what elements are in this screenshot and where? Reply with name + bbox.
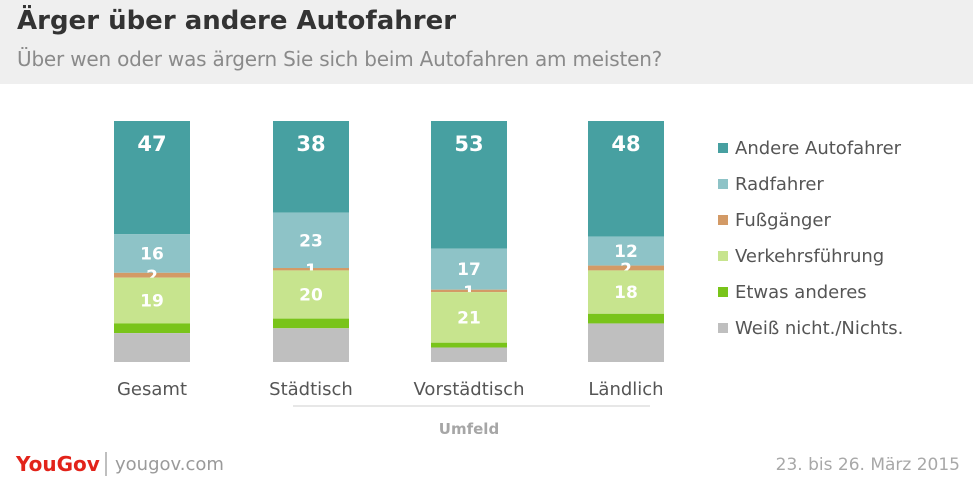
legend-swatch: [718, 215, 728, 225]
legend-swatch: [718, 179, 728, 189]
bar-ländlich-3: [588, 270, 664, 314]
bar-gesamt-4: [114, 323, 190, 334]
bar-vorstädtisch-5: [431, 347, 507, 362]
category-label: Städtisch: [269, 379, 353, 400]
bar-gesamt-3: [114, 277, 190, 324]
footer-separator: [105, 452, 107, 476]
legend-swatch: [718, 251, 728, 261]
data-label: 23: [299, 231, 323, 251]
chart-subtitle: Über wen oder was ärgern Sie sich beim A…: [17, 47, 663, 71]
bar-städtisch-3: [273, 270, 349, 319]
data-label: 47: [137, 132, 166, 156]
legend-swatch: [718, 323, 728, 333]
data-label: 20: [299, 286, 323, 306]
bar-städtisch-2: [273, 268, 349, 271]
category-label: Ländlich: [588, 379, 663, 400]
legend-label: Andere Autofahrer: [735, 138, 902, 159]
bar-städtisch-5: [273, 328, 349, 362]
data-label: 18: [614, 283, 638, 303]
bar-gesamt-2: [114, 272, 190, 278]
bar-ländlich-1: [588, 236, 664, 266]
legend-label: Etwas anderes: [735, 282, 867, 303]
bar-ländlich-2: [588, 265, 664, 271]
x-axis-label: Umfeld: [439, 420, 499, 438]
bar-vorstädtisch-0: [431, 121, 507, 249]
bar-vorstädtisch-4: [431, 342, 507, 348]
legend-label: Fußgänger: [735, 210, 831, 231]
category-label: Gesamt: [117, 379, 187, 400]
bar-vorstädtisch-1: [431, 248, 507, 290]
data-label: 21: [457, 308, 481, 328]
bar-ländlich-0: [588, 121, 664, 237]
footer-website-link[interactable]: yougov.com: [115, 454, 224, 475]
data-label: 16: [140, 245, 164, 265]
bar-ländlich-4: [588, 313, 664, 324]
data-label: 38: [296, 132, 325, 156]
bar-ländlich-5: [588, 323, 664, 362]
bar-vorstädtisch-2: [431, 289, 507, 293]
data-label: 53: [454, 132, 483, 156]
data-label: 19: [140, 292, 164, 312]
legend-label: Radfahrer: [735, 174, 824, 195]
header: Ärger über andere Autofahrer Über wen od…: [0, 0, 973, 84]
data-label: 17: [457, 260, 481, 280]
bar-vorstädtisch-3: [431, 292, 507, 343]
stacked-bar-chart: 4716219Gesamt3823120Städtisch5317121Vors…: [114, 121, 903, 438]
bar-gesamt-5: [114, 333, 190, 362]
data-label: 2: [146, 267, 158, 287]
bar-städtisch-1: [273, 212, 349, 269]
legend-swatch: [718, 287, 728, 297]
bar-städtisch-4: [273, 318, 349, 329]
survey-date: 23. bis 26. März 2015: [775, 455, 960, 475]
category-label: Vorstädtisch: [414, 379, 525, 400]
data-label: 12: [614, 242, 638, 262]
bar-gesamt-1: [114, 234, 190, 273]
legend-label: Weiß nicht./Nichts.: [735, 318, 903, 339]
data-label: 2: [620, 260, 632, 280]
chart-title: Ärger über andere Autofahrer: [17, 6, 457, 36]
yougov-logo[interactable]: YouGov: [16, 452, 100, 476]
legend-label: Verkehrsführung: [735, 246, 884, 267]
bar-gesamt-0: [114, 121, 190, 235]
legend-swatch: [718, 143, 728, 153]
bar-städtisch-0: [273, 121, 349, 213]
data-label: 48: [611, 132, 640, 156]
